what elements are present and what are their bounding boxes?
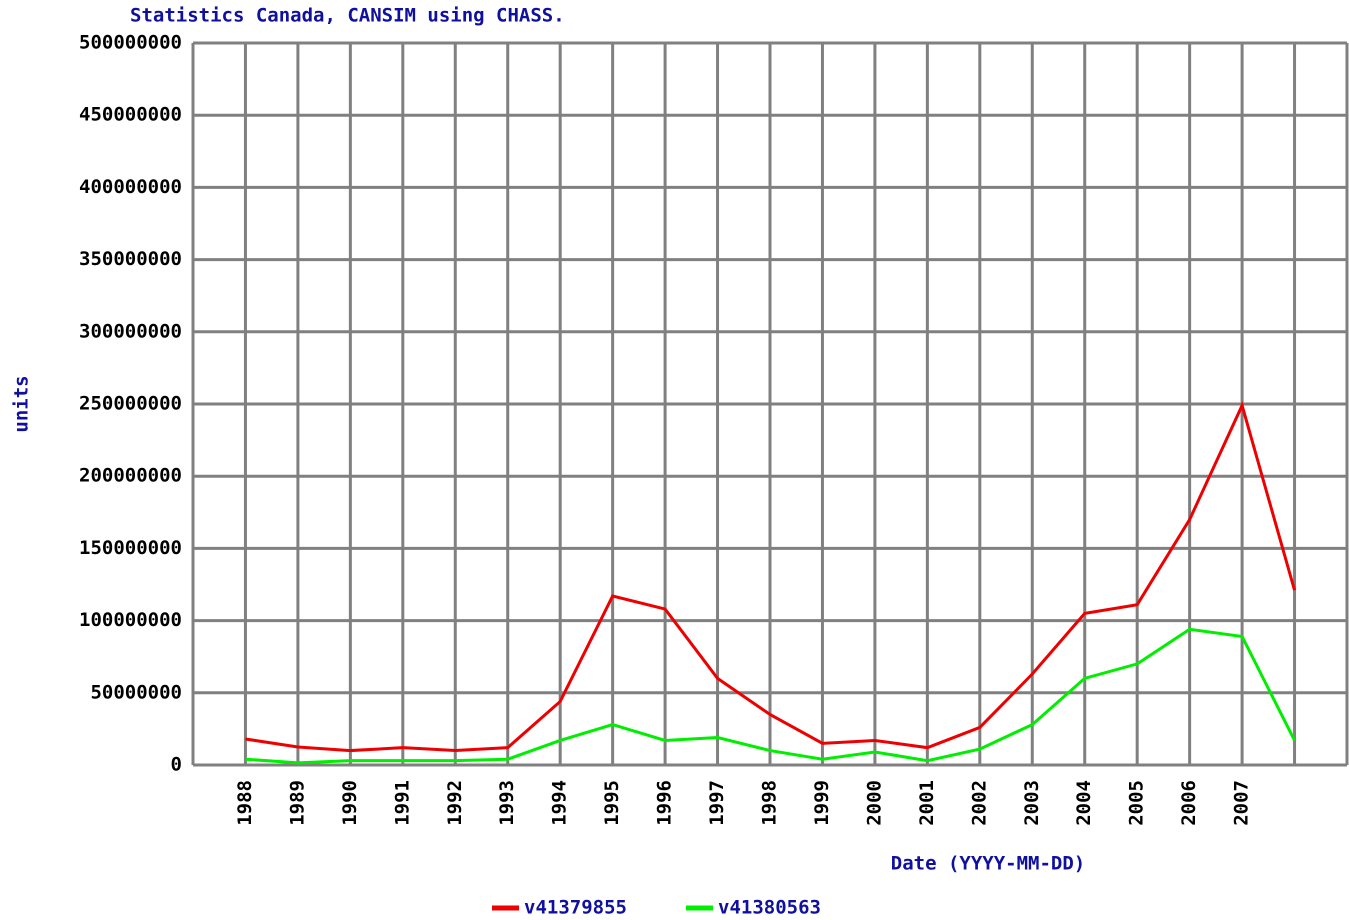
line-series xyxy=(245,627,1296,765)
y-tick-label: 400000000 xyxy=(79,176,182,198)
x-tick-label: 1999 xyxy=(811,780,833,826)
y-tick-label: 350000000 xyxy=(79,248,182,270)
x-tick-label: 1988 xyxy=(234,780,256,826)
x-tick-label: 2003 xyxy=(1021,780,1043,826)
y-tick-label: 0 xyxy=(171,754,182,776)
line-series xyxy=(245,401,1296,753)
x-tick-label: 2006 xyxy=(1178,780,1200,826)
x-tick-label: 2004 xyxy=(1073,780,1095,826)
legend-label: v41379855 xyxy=(524,897,627,919)
x-tick-label: 1997 xyxy=(706,780,728,826)
x-tick-label: 2005 xyxy=(1126,780,1148,826)
y-tick-label: 450000000 xyxy=(79,104,182,126)
x-tick-label: 1990 xyxy=(339,780,361,826)
x-tick-label: 2007 xyxy=(1231,780,1253,826)
x-tick-label: 2002 xyxy=(968,780,990,826)
x-tick-label: 1993 xyxy=(496,780,518,826)
x-tick-label: 2001 xyxy=(916,780,938,826)
x-tick-label: 1998 xyxy=(759,780,781,826)
y-tick-label: 500000000 xyxy=(79,32,182,54)
x-tick-label: 1995 xyxy=(601,780,623,826)
y-tick-label: 250000000 xyxy=(79,393,182,415)
y-tick-label: 200000000 xyxy=(79,465,182,487)
y-tick-label: 150000000 xyxy=(79,537,182,559)
y-tick-label: 300000000 xyxy=(79,320,182,342)
x-tick-label: 2000 xyxy=(863,780,885,826)
y-tick-label: 100000000 xyxy=(79,609,182,631)
legend-label: v41380563 xyxy=(718,897,821,919)
x-axis-label: Date (YYYY-MM-DD) xyxy=(891,853,1085,875)
x-tick-label: 1991 xyxy=(391,780,413,826)
y-tick-label: 50000000 xyxy=(90,681,182,703)
x-tick-label: 1996 xyxy=(654,780,676,826)
chart-title: Statistics Canada, CANSIM using CHASS. xyxy=(130,5,565,27)
y-axis-label: units xyxy=(11,375,33,432)
x-tick-label: 1994 xyxy=(549,780,571,826)
x-tick-label: 1989 xyxy=(286,780,308,826)
x-tick-label: 1992 xyxy=(444,780,466,826)
